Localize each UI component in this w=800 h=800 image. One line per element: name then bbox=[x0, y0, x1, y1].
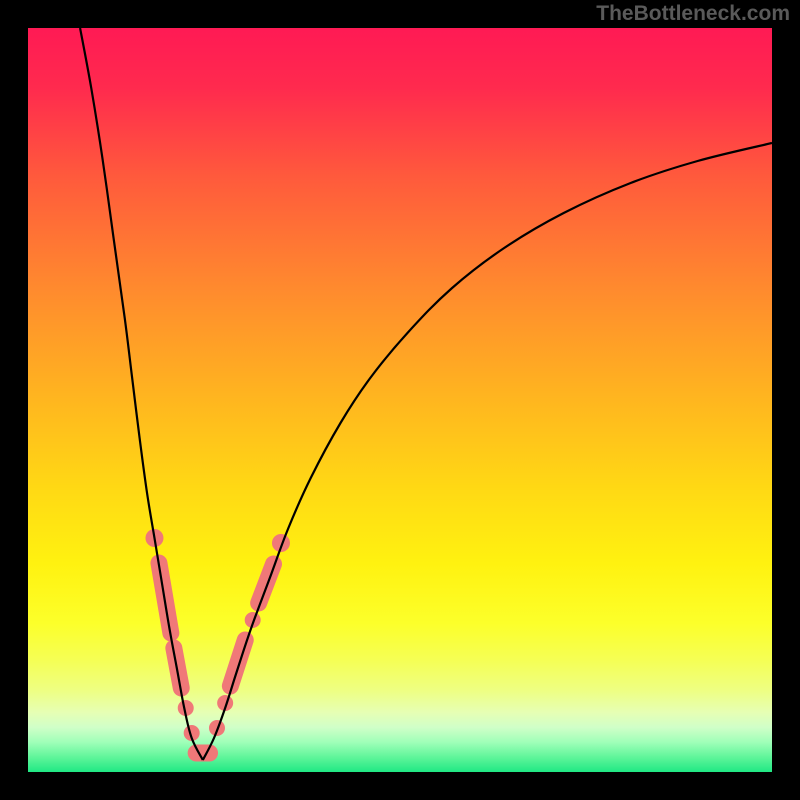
plot-background bbox=[28, 28, 772, 772]
chart-frame: TheBottleneck.com bbox=[0, 0, 800, 800]
watermark-text: TheBottleneck.com bbox=[596, 2, 790, 26]
bottleneck-chart bbox=[0, 0, 800, 800]
